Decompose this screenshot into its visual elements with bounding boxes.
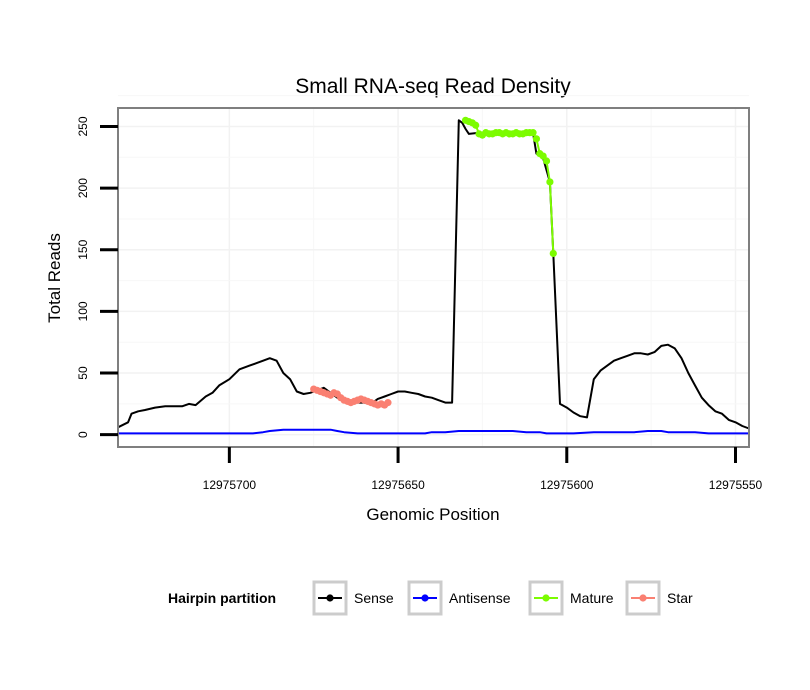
legend-key-antisense-point <box>421 594 429 602</box>
series-mature-point <box>472 121 480 129</box>
x-axis: 12975700 12975650 12975600 12975550 <box>203 447 763 492</box>
y-tick-label: 250 <box>76 116 90 136</box>
legend-label-antisense: Antisense <box>449 590 511 606</box>
legend-key-mature-point <box>542 594 550 602</box>
series-antisense-line <box>118 428 749 435</box>
plot-panel <box>118 108 749 447</box>
legend-label-star: Star <box>667 590 693 606</box>
y-axis: 0 50 100 150 200 250 <box>76 116 118 438</box>
legend-key-sense-point <box>326 594 334 602</box>
series-mature-point <box>546 178 554 186</box>
series-star-point <box>384 399 392 407</box>
legend-key-star-point <box>639 594 647 602</box>
legend-title: Hairpin partition <box>168 590 276 606</box>
x-tick-label: 12975550 <box>709 478 763 492</box>
plot-border <box>117 107 750 448</box>
chart-title: Small RNA-seq Read Density <box>295 75 571 98</box>
x-tick-label: 12975600 <box>540 478 594 492</box>
y-tick-label: 50 <box>76 366 90 380</box>
x-tick-label: 12975700 <box>203 478 257 492</box>
series-layer <box>117 116 750 435</box>
series-sense-line <box>117 119 750 430</box>
y-tick-label: 150 <box>76 239 90 259</box>
series-mature-point <box>532 135 541 143</box>
y-axis-title: Total Reads <box>45 233 64 323</box>
legend: Hairpin partition Sense Antisense Mature St… <box>168 580 693 616</box>
legend-label-mature: Mature <box>570 590 614 606</box>
series-mature-point <box>549 249 557 258</box>
y-tick-label: 0 <box>76 431 90 438</box>
x-axis-title: Genomic Position <box>366 505 499 524</box>
series-mature-point <box>529 129 537 137</box>
y-tick-label: 200 <box>76 178 90 198</box>
grid-lines <box>118 95 749 447</box>
y-tick-label: 100 <box>76 301 90 321</box>
x-tick-label: 12975650 <box>371 478 425 492</box>
series-mature-point <box>542 157 551 165</box>
legend-label-sense: Sense <box>354 590 394 606</box>
